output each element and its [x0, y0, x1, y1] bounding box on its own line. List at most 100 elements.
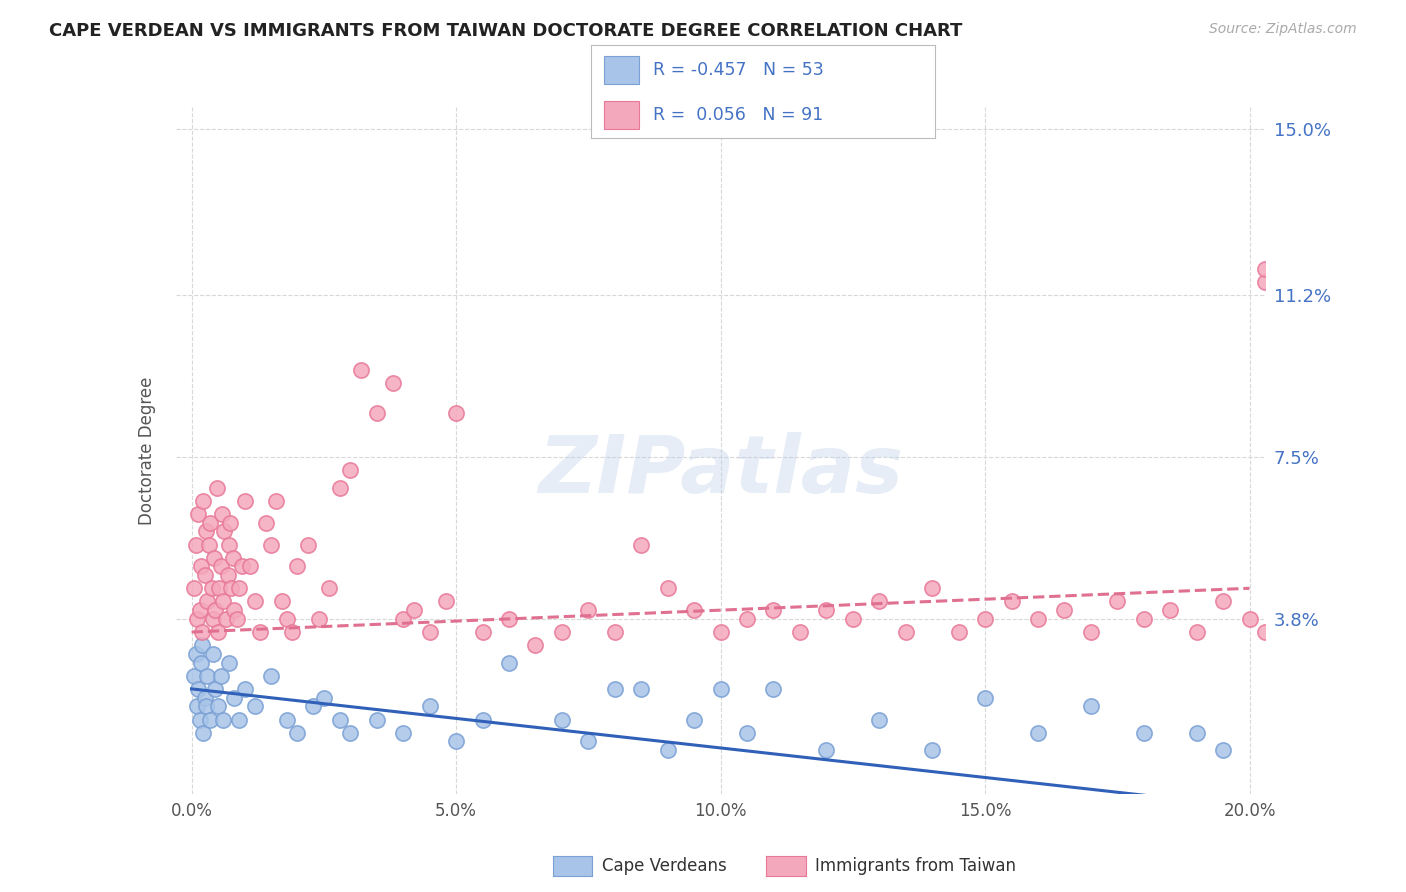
Point — [1053, 603, 1076, 617]
Point — [366, 406, 388, 420]
Point — [974, 690, 997, 705]
Point — [243, 699, 266, 714]
Point — [264, 493, 287, 508]
Text: R =  0.056   N = 91: R = 0.056 N = 91 — [652, 106, 823, 124]
Point — [710, 625, 733, 640]
Point — [308, 612, 330, 626]
Point — [524, 638, 547, 652]
Point — [243, 594, 266, 608]
Point — [186, 699, 208, 714]
Point — [228, 581, 250, 595]
Point — [419, 699, 441, 714]
Point — [762, 681, 785, 696]
Point — [287, 559, 309, 574]
Point — [329, 713, 352, 727]
Point — [218, 516, 240, 530]
Point — [287, 725, 309, 739]
Point — [302, 699, 325, 714]
Point — [211, 507, 233, 521]
Text: Immigrants from Taiwan: Immigrants from Taiwan — [815, 857, 1017, 875]
Point — [350, 362, 373, 376]
Point — [1132, 612, 1154, 626]
Point — [735, 612, 758, 626]
Point — [762, 603, 785, 617]
Point — [657, 743, 679, 757]
Point — [576, 603, 599, 617]
Point — [197, 537, 219, 551]
Point — [207, 699, 229, 714]
FancyBboxPatch shape — [605, 56, 638, 84]
Text: Source: ZipAtlas.com: Source: ZipAtlas.com — [1209, 22, 1357, 37]
Point — [249, 625, 271, 640]
Point — [184, 647, 207, 661]
Point — [683, 713, 706, 727]
Point — [188, 603, 211, 617]
Point — [228, 713, 250, 727]
Point — [868, 713, 890, 727]
Point — [498, 656, 520, 670]
Point — [191, 638, 214, 652]
Point — [201, 612, 224, 626]
Point — [1000, 594, 1022, 608]
Point — [1080, 625, 1102, 640]
Point — [339, 725, 361, 739]
Point — [208, 581, 231, 595]
Point — [215, 612, 238, 626]
Point — [312, 690, 335, 705]
Point — [603, 681, 626, 696]
Point — [184, 537, 207, 551]
Point — [201, 581, 224, 595]
Point — [1212, 594, 1234, 608]
Point — [1254, 625, 1277, 640]
Point — [434, 594, 457, 608]
Point — [1132, 725, 1154, 739]
Point — [212, 713, 235, 727]
Point — [657, 581, 679, 595]
Point — [197, 669, 219, 683]
Point — [842, 612, 865, 626]
Point — [186, 612, 208, 626]
Point — [281, 625, 304, 640]
Point — [193, 725, 215, 739]
Point — [551, 625, 574, 640]
Point — [444, 734, 467, 748]
Point — [1185, 725, 1208, 739]
Text: ZIPatlas: ZIPatlas — [538, 432, 903, 510]
Point — [789, 625, 811, 640]
Point — [921, 743, 943, 757]
Point — [190, 656, 212, 670]
Point — [233, 681, 256, 696]
Point — [1107, 594, 1129, 608]
Point — [217, 568, 239, 582]
Point — [260, 537, 283, 551]
Point — [212, 594, 235, 608]
Point — [239, 559, 262, 574]
Point — [868, 594, 890, 608]
Point — [551, 713, 574, 727]
Point — [276, 713, 298, 727]
Point — [339, 463, 361, 477]
Point — [187, 681, 209, 696]
Point — [471, 625, 494, 640]
Point — [1159, 603, 1181, 617]
Point — [197, 594, 219, 608]
Point — [214, 524, 236, 539]
Point — [209, 669, 232, 683]
Point — [921, 581, 943, 595]
Point — [191, 625, 214, 640]
Point — [260, 669, 283, 683]
Point — [471, 713, 494, 727]
Point — [198, 713, 221, 727]
Point — [207, 625, 229, 640]
Point — [1026, 725, 1049, 739]
Point — [276, 612, 298, 626]
Point — [270, 594, 292, 608]
Point — [419, 625, 441, 640]
Point — [209, 559, 232, 574]
Point — [183, 669, 205, 683]
Point — [221, 581, 243, 595]
Point — [576, 734, 599, 748]
Point — [630, 681, 652, 696]
Point — [188, 713, 211, 727]
Point — [1185, 625, 1208, 640]
